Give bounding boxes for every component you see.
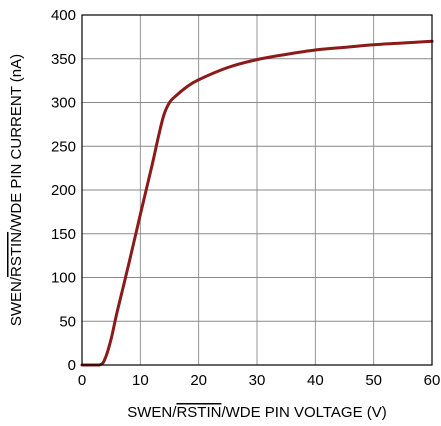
x-tick-label: 50	[365, 372, 382, 389]
y-axis-label: SWEN/RSTIN/WDE PIN CURRENT (nA)	[8, 54, 25, 326]
y-tick-label: 0	[68, 357, 76, 374]
ylabel-part: SWEN/	[8, 276, 25, 326]
y-tick-label: 300	[51, 95, 76, 112]
y-tick-label: 100	[51, 270, 76, 287]
y-tick-label: 350	[51, 51, 76, 68]
y-tick-label: 200	[51, 182, 76, 199]
plot-frame	[81, 14, 433, 366]
series-layer	[80, 39, 434, 367]
series-line	[80, 39, 434, 367]
x-tick-label: 60	[424, 372, 441, 389]
xlabel-part: SWEN/	[127, 404, 177, 421]
x-tick-label: 20	[190, 372, 207, 389]
y-tick-label: 400	[51, 7, 76, 24]
x-tick-label: 40	[307, 372, 324, 389]
xlabel-overlined-part: RSTIN	[176, 404, 221, 421]
ylabel-part: /WDE PIN CURRENT (nA)	[8, 54, 25, 232]
x-tick-label: 30	[249, 372, 266, 389]
ylabel-overlined-part: RSTIN	[8, 232, 25, 277]
x-tick-label: 10	[132, 372, 149, 389]
x-tick-label: 0	[78, 372, 86, 389]
x-axis-label: SWEN/RSTIN/WDE PIN VOLTAGE (V)	[127, 404, 386, 421]
y-tick-label: 250	[51, 138, 76, 155]
y-tick-label: 50	[59, 313, 76, 330]
xlabel-part: /WDE PIN VOLTAGE (V)	[221, 404, 386, 421]
tick-labels: 0 10 20 30 40 50 60 0 50 100 150 200 250 300 350 400	[51, 7, 440, 389]
y-tick-label: 150	[51, 226, 76, 243]
